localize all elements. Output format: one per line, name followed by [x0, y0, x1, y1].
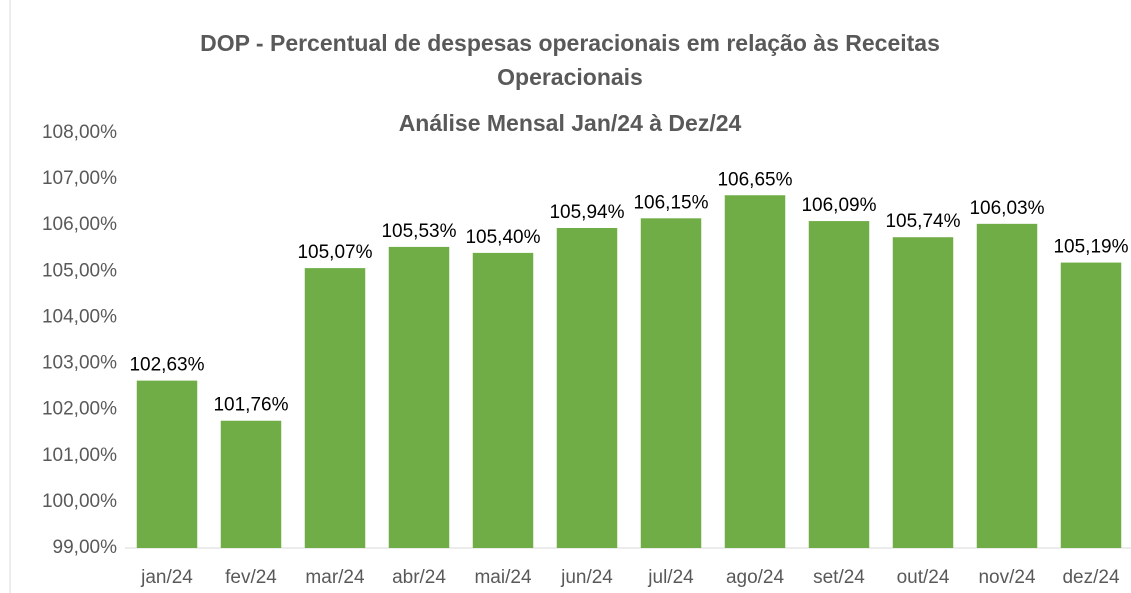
data-label: 106,15%	[633, 192, 708, 213]
y-tick-label: 100,00%	[42, 491, 117, 512]
data-label: 105,94%	[549, 202, 624, 223]
x-tick-label: set/24	[813, 567, 865, 588]
bar	[136, 380, 198, 548]
y-tick-label: 104,00%	[42, 306, 117, 327]
data-label: 105,40%	[465, 227, 540, 248]
bar	[472, 252, 534, 548]
bar	[724, 195, 786, 548]
x-tick-label: mar/24	[305, 567, 365, 588]
bar	[976, 223, 1038, 549]
y-tick-label: 101,00%	[42, 445, 117, 466]
bar	[892, 237, 954, 548]
x-tick-label: mai/24	[474, 567, 531, 588]
bar	[304, 268, 366, 548]
x-tick-label: jul/24	[647, 567, 694, 588]
y-tick-label: 102,00%	[42, 399, 117, 420]
bar	[556, 227, 618, 548]
data-label: 102,63%	[129, 355, 204, 376]
chart-title: DOP - Percentual de despesas operacionai…	[200, 30, 940, 90]
x-tick-label: abr/24	[392, 567, 446, 588]
x-tick-label: jan/24	[140, 567, 193, 588]
data-label: 106,03%	[969, 198, 1044, 219]
data-label: 106,65%	[717, 169, 792, 190]
data-label: 106,09%	[801, 195, 876, 216]
data-label: 105,19%	[1053, 237, 1128, 258]
bar	[220, 420, 282, 548]
y-tick-label: 103,00%	[42, 353, 117, 374]
data-label: 105,07%	[297, 242, 372, 263]
x-tick-label: nov/24	[978, 567, 1035, 588]
data-label: 101,76%	[213, 395, 288, 416]
chart-subtitle: Análise Mensal Jan/24 à Dez/24	[398, 110, 742, 136]
x-tick-label: out/24	[897, 567, 950, 588]
bar	[640, 218, 702, 549]
x-tick-label: ago/24	[726, 567, 785, 588]
x-tick-label: dez/24	[1062, 567, 1119, 588]
y-tick-label: 99,00%	[53, 537, 118, 558]
bar	[1060, 262, 1122, 548]
bar	[388, 246, 450, 548]
y-tick-label: 105,00%	[42, 260, 117, 281]
data-label: 105,53%	[381, 221, 456, 242]
x-tick-label: fev/24	[225, 567, 277, 588]
x-tick-label: jun/24	[560, 567, 613, 588]
data-label: 105,74%	[885, 211, 960, 232]
y-tick-label: 108,00%	[42, 122, 117, 143]
y-tick-label: 107,00%	[42, 168, 117, 189]
y-tick-label: 106,00%	[42, 214, 117, 235]
bar	[808, 221, 870, 549]
